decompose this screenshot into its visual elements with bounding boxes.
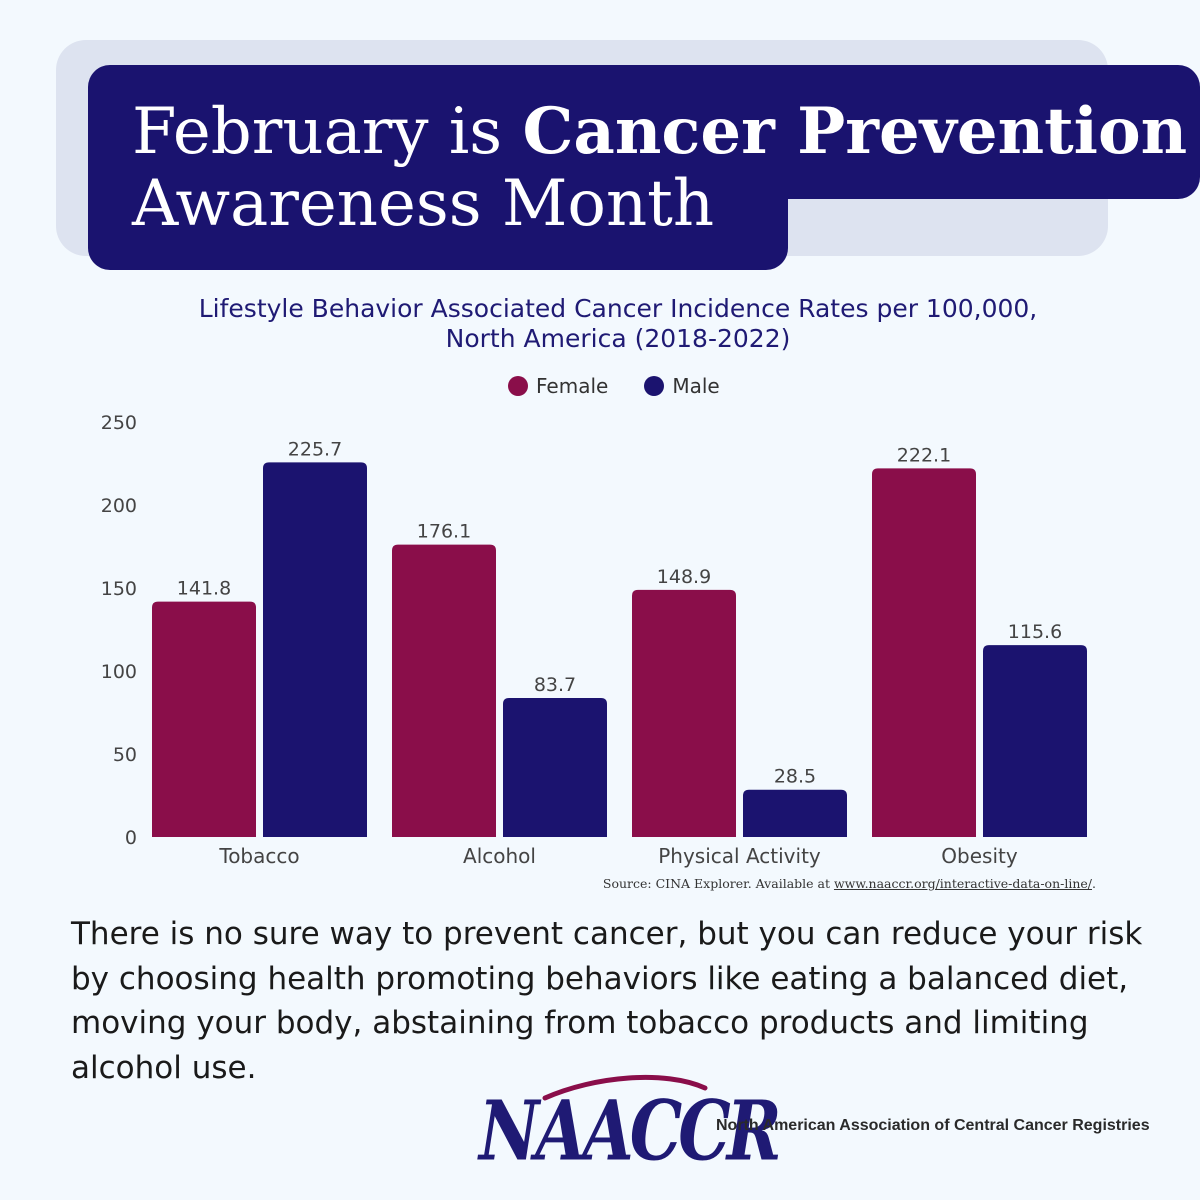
data-label: 222.1 xyxy=(897,444,951,466)
bar-female-tobacco xyxy=(152,601,256,837)
legend-item-male: Male xyxy=(644,374,720,398)
chart-title-line2: North America (2018-2022) xyxy=(445,324,791,353)
data-label: 28.5 xyxy=(774,766,816,788)
x-tick-label: Tobacco xyxy=(218,844,299,868)
data-label: 148.9 xyxy=(657,566,711,588)
source-suffix: . xyxy=(1092,876,1096,891)
bar-female-obesity xyxy=(872,468,976,837)
y-tick-label: 250 xyxy=(101,412,137,434)
x-tick-label: Obesity xyxy=(941,844,1018,868)
data-label: 115.6 xyxy=(1008,621,1062,643)
organization-name: North American Association of Central Ca… xyxy=(716,1117,1150,1134)
title-banner xyxy=(88,65,1200,199)
body-paragraph: There is no sure way to prevent cancer, … xyxy=(71,916,1143,1086)
legend-item-female: Female xyxy=(508,374,608,398)
legend-swatch-female xyxy=(508,376,528,396)
title-banner-lower xyxy=(88,180,788,270)
x-tick-label: Physical Activity xyxy=(658,844,821,868)
bar-male-alcohol xyxy=(503,698,607,837)
bar-male-obesity xyxy=(983,645,1087,837)
source-note: Source: CINA Explorer. Available at www.… xyxy=(603,876,1096,891)
x-tick-label: Alcohol xyxy=(463,844,536,868)
page-title: February is Cancer Prevention Awareness M… xyxy=(132,94,1192,241)
y-tick-label: 0 xyxy=(125,827,137,849)
data-label: 225.7 xyxy=(288,438,342,460)
logo-wordmark: NAACCR xyxy=(479,1082,782,1180)
legend-label-female: Female xyxy=(536,374,609,398)
title-bold: Cancer Prevention xyxy=(522,94,1188,169)
legend-swatch-male xyxy=(644,376,665,396)
data-label: 83.7 xyxy=(534,674,576,696)
title-line2: Awareness Month xyxy=(132,167,715,241)
source-prefix: Source: CINA Explorer. Available at xyxy=(602,876,834,891)
y-tick-label: 200 xyxy=(101,495,137,517)
source-link[interactable]: www.naaccr.org/interactive-data-on-line/ xyxy=(833,876,1093,891)
logo-swoosh-icon xyxy=(542,1074,708,1101)
y-tick-label: 50 xyxy=(113,744,137,766)
y-tick-label: 100 xyxy=(101,661,137,683)
bar-female-alcohol xyxy=(392,544,496,837)
title-plain: February is xyxy=(132,95,523,169)
y-tick-label: 150 xyxy=(101,578,137,600)
bar-male-tobacco xyxy=(263,462,367,837)
naaccr-logo: NAACCR xyxy=(475,1070,782,1180)
bar-female-physical-activity xyxy=(632,589,736,837)
chart-title: Lifestyle Behavior Associated Cancer Inc… xyxy=(0,294,1200,354)
bar-male-physical-activity xyxy=(743,789,847,837)
chart-title-line1: Lifestyle Behavior Associated Cancer Inc… xyxy=(198,294,1038,323)
legend-label-male: Male xyxy=(672,374,720,398)
data-label: 141.8 xyxy=(177,578,231,600)
data-label: 176.1 xyxy=(417,521,471,543)
bar-chart: 0 50 100 150 200 250 141.8 225.7 Tobacco 176.1 83.… xyxy=(101,412,1087,868)
chart-legend: Female Male xyxy=(508,372,720,400)
